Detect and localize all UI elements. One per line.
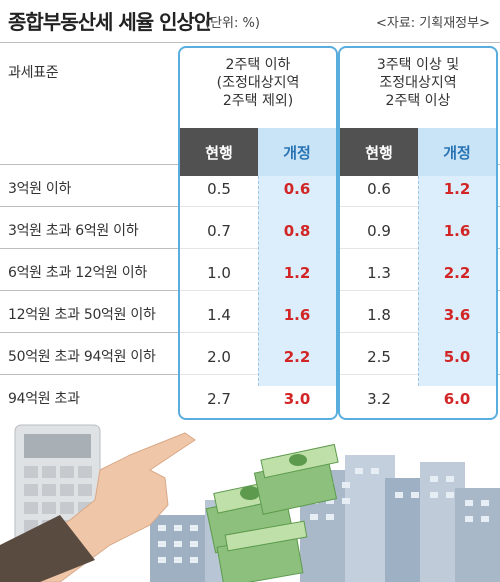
current-value: 0.6 xyxy=(367,180,391,198)
current-header: 현행 xyxy=(180,128,258,176)
group-box-2-homes: 2주택 이하 (조정대상지역 2주택 제외) 현행 개정 0.5 0.6 0.7… xyxy=(178,46,338,420)
row-label: 50억원 초과 94억원 이하 xyxy=(8,349,156,365)
revised-value: 6.0 xyxy=(443,390,471,408)
row-header: 과세표준 xyxy=(8,65,59,81)
row-label: 12억원 초과 50억원 이하 xyxy=(8,307,156,323)
current-value: 2.7 xyxy=(207,390,231,408)
pointing-hand-icon xyxy=(0,432,196,582)
column-divider xyxy=(418,176,419,386)
revised-value: 3.0 xyxy=(283,390,311,408)
source-label: <자료: 기획재정부> xyxy=(375,16,490,31)
revised-header: 개정 xyxy=(258,128,336,176)
current-value: 1.3 xyxy=(367,264,391,282)
revised-value: 1.6 xyxy=(443,222,471,240)
row-label: 6억원 초과 12억원 이하 xyxy=(8,265,147,281)
revised-column-bg xyxy=(418,176,496,386)
current-value: 0.5 xyxy=(207,180,231,198)
revised-value: 0.8 xyxy=(283,222,311,240)
chart-title: 종합부동산세 세율 인상안 xyxy=(8,10,212,34)
current-value: 1.0 xyxy=(207,264,231,282)
current-value: 0.9 xyxy=(367,222,391,240)
group-title: 3주택 이상 및 조정대상지역 2주택 이상 xyxy=(376,57,460,109)
revised-value: 1.6 xyxy=(283,306,311,324)
current-value: 3.2 xyxy=(367,390,391,408)
revised-value: 2.2 xyxy=(283,348,311,366)
money-stack-icon xyxy=(205,443,339,582)
revised-header: 개정 xyxy=(418,128,496,176)
revised-value: 5.0 xyxy=(443,348,471,366)
group-title: 2주택 이하 (조정대상지역 2주택 제외) xyxy=(216,57,300,109)
header-divider xyxy=(0,42,500,43)
group-box-3-homes: 3주택 이상 및 조정대상지역 2주택 이상 현행 개정 0.6 1.2 0.9… xyxy=(338,46,498,420)
current-header: 현행 xyxy=(340,128,418,176)
row-label: 3억원 초과 6억원 이하 xyxy=(8,223,139,239)
current-value: 1.4 xyxy=(207,306,231,324)
current-value: 0.7 xyxy=(207,222,231,240)
row-label: 94억원 초과 xyxy=(8,391,80,407)
column-divider xyxy=(258,176,259,386)
unit-label: (단위: %) xyxy=(205,16,260,31)
row-label: 3억원 이하 xyxy=(8,181,72,197)
revised-value: 1.2 xyxy=(443,180,471,198)
revised-value: 3.6 xyxy=(443,306,471,324)
revised-value: 2.2 xyxy=(443,264,471,282)
current-value: 2.5 xyxy=(367,348,391,366)
revised-value: 1.2 xyxy=(283,264,311,282)
revised-value: 0.6 xyxy=(283,180,311,198)
revised-column-bg xyxy=(258,176,336,386)
current-value: 1.8 xyxy=(367,306,391,324)
current-value: 2.0 xyxy=(207,348,231,366)
